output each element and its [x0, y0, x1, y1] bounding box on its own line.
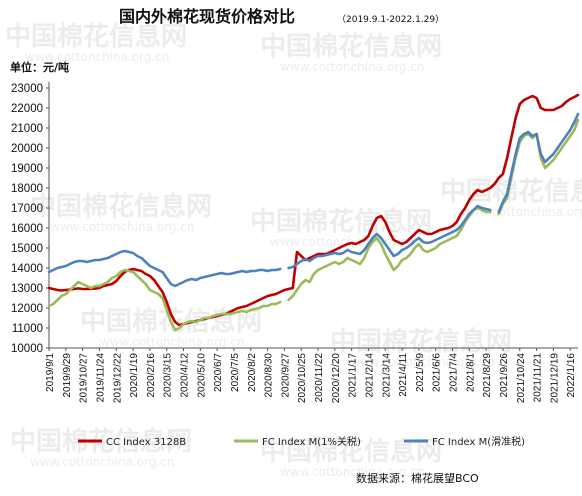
- y-tick-label: 23000: [11, 83, 43, 95]
- x-tick-label: 2020/10/25: [297, 353, 308, 403]
- y-tick-label: 13000: [11, 283, 43, 295]
- x-tick-label: 2019/9/29: [62, 353, 73, 398]
- x-tick-label: 2020/4/12: [180, 353, 191, 398]
- y-tick-label: 18000: [11, 183, 43, 195]
- y-tick-label: 22000: [11, 103, 43, 115]
- x-axis: 2019/9/1 2019/9/29 2019/10/27 2019/11/24 201…: [45, 347, 578, 403]
- x-tick-label: 2021/4/11: [398, 353, 409, 397]
- x-tick-label: 2020/1/19: [129, 353, 140, 398]
- watermark-url: www.cottonchina.org.cn: [50, 220, 194, 234]
- y-tick-label: 15000: [11, 243, 43, 255]
- y-tick-label: 10000: [11, 343, 43, 355]
- y-tick-label: 14000: [11, 263, 43, 275]
- x-tick-label: 2021/11/21: [533, 353, 544, 403]
- legend-label: FC Index M(1%关税): [262, 435, 361, 448]
- watermark-url: www.cottonchina.org.cn: [30, 455, 174, 469]
- x-tick-label: 2021/12/19: [549, 353, 560, 403]
- y-tick-label: 20000: [11, 143, 43, 155]
- watermark-url: www.cottonchina.org.cn: [100, 335, 244, 349]
- x-tick-label: 2021/3/14: [381, 353, 392, 398]
- legend-label: FC Index M(滑准税): [432, 435, 525, 448]
- series-line: [47, 93, 580, 327]
- x-tick-label: 2020/12/20: [331, 353, 342, 403]
- x-tick-label: 2021/6/6: [432, 353, 443, 392]
- y-tick-label: 16000: [11, 223, 43, 235]
- y-tick-label: 11000: [12, 323, 43, 335]
- watermark-url: www.cottonchina.org.cn: [350, 355, 494, 369]
- y-axis: 10000 11000 12000 13000 14000 15000 16000 17000…: [11, 82, 50, 355]
- y-tick-label: 12000: [11, 303, 43, 315]
- x-tick-label: 2022/1/16: [566, 353, 577, 398]
- watermark-title: 中国棉花信息网: [250, 206, 432, 237]
- x-tick-label: 2021/7/4: [449, 353, 460, 392]
- x-tick-label: 2020/2/16: [146, 353, 157, 398]
- series-3: [47, 112, 580, 288]
- x-tick-label: 2020/3/15: [163, 353, 174, 398]
- chart-subtitle: （2019.9.1-2022.1.29）: [337, 14, 444, 25]
- x-tick-label: 2020/5/10: [196, 353, 207, 398]
- chart-title: 国内外棉花现货价格对比: [119, 7, 295, 26]
- x-tick-label: 2020/8/2: [247, 353, 258, 392]
- series-line: [287, 204, 492, 270]
- legend-item: CC Index 3128B: [78, 437, 186, 448]
- x-tick-label: 2019/11/24: [95, 353, 106, 403]
- watermark-url: www.cottonchina.org.cn: [460, 205, 582, 219]
- x-tick-label: 2019/9/1: [45, 353, 56, 392]
- x-tick-label: 2020/11/22: [314, 353, 325, 403]
- legend-label: CC Index 3128B: [106, 437, 186, 448]
- x-tick-label: 2021/2/14: [364, 353, 375, 398]
- series-line: [287, 206, 492, 302]
- series-line: [47, 268, 282, 332]
- x-tick-label: 2021/8/1: [465, 353, 476, 392]
- series-line: [47, 249, 282, 288]
- watermark-url: www.cottonchina.org.cn: [280, 60, 424, 74]
- x-tick-label: 2021/1/17: [348, 353, 359, 398]
- series-line: [497, 112, 580, 214]
- watermark-title: 中国棉花信息网: [330, 326, 512, 357]
- watermark-url: www.cottonchina.org.cn: [25, 50, 169, 64]
- y-tick-label: 17000: [11, 203, 43, 215]
- legend-item: FC Index M(滑准税): [404, 435, 525, 448]
- y-tick-label: 19000: [11, 163, 43, 175]
- x-tick-label: 2021/9/26: [499, 353, 510, 398]
- x-tick-label: 2021/8/29: [482, 353, 493, 398]
- y-tick-label: 21000: [11, 123, 43, 135]
- x-tick-label: 2020/7/5: [230, 353, 241, 392]
- watermark-title: 中国棉花信息网: [5, 21, 187, 52]
- unit-label: 单位：元/吨: [10, 60, 69, 74]
- x-tick-label: 2020/6/7: [213, 353, 224, 392]
- series-layer: [47, 93, 580, 332]
- x-tick-label: 2019/10/27: [79, 353, 90, 403]
- watermark-url: www.cottonchina.org.cn: [280, 465, 424, 479]
- x-tick-label: 2021/5/9: [415, 353, 426, 392]
- series-1: [47, 93, 580, 327]
- legend-item: FC Index M(1%关税): [234, 435, 361, 448]
- x-tick-label: 2020/8/30: [264, 353, 275, 398]
- x-tick-label: 2021/10/24: [516, 353, 527, 403]
- source-note: 数据来源：棉花展望BCO: [356, 471, 479, 485]
- watermark-title: 中国棉花信息网: [260, 31, 442, 62]
- watermark-title: 中国棉花信息网: [30, 191, 212, 222]
- legend: CC Index 3128B FC Index M(1%关税) FC Index M…: [78, 435, 525, 448]
- x-tick-label: 2020/9/27: [280, 353, 291, 398]
- x-tick-label: 2019/12/22: [112, 353, 123, 403]
